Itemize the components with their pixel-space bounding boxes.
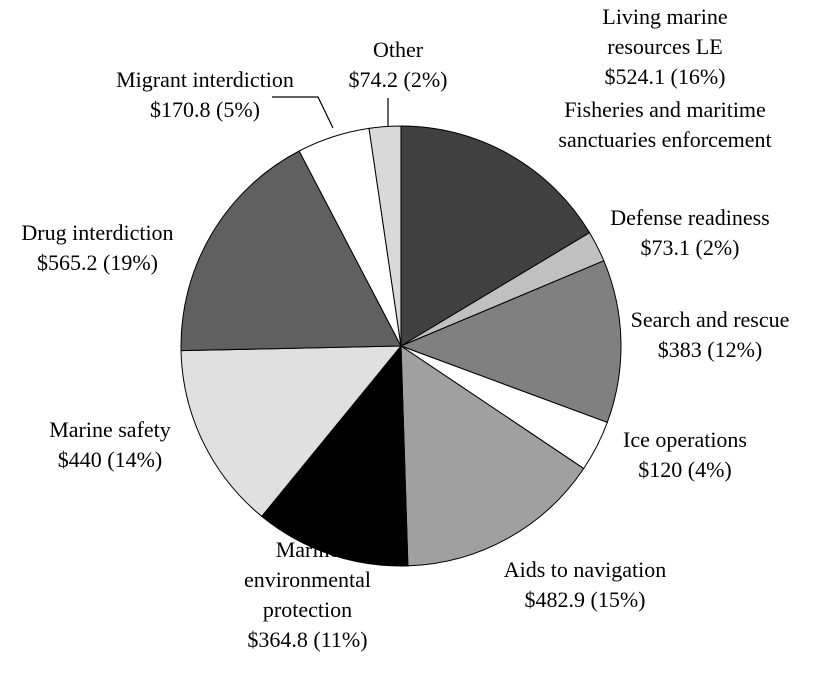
slice-label: Ice operations $120 (4%) <box>590 425 780 485</box>
category-label: Living marine resources LE <box>602 4 728 59</box>
category-label: Marine environmental protection <box>243 537 372 622</box>
slice-label: Other $74.2 (2%) <box>338 35 458 95</box>
value-label: $524.1 (16%) <box>604 64 726 89</box>
category-label: Drug interdiction <box>21 220 174 245</box>
slice-label: Drug interdiction $565.2 (19%) <box>0 218 195 278</box>
category-label: Search and rescue <box>630 307 790 332</box>
value-label: $383 (12%) <box>657 337 763 362</box>
category-label: Defense readiness <box>610 205 770 230</box>
category-label: Marine safety <box>49 417 171 442</box>
value-label: $74.2 (2%) <box>348 67 448 92</box>
slice-label: Marine safety $440 (14%) <box>20 415 200 475</box>
category-label: Aids to navigation <box>503 557 667 582</box>
pie-slice <box>180 150 402 352</box>
category-label: Ice operations <box>623 427 747 452</box>
value-label: $482.9 (15%) <box>524 587 646 612</box>
value-label: $170.8 (5%) <box>150 97 260 122</box>
slice-label: Marine environmental protection $364.8 (1… <box>235 535 380 655</box>
slice-label: Living marine resources LE $524.1 (16%) <box>560 2 770 92</box>
slice-label: Defense readiness $73.1 (2%) <box>600 203 780 263</box>
pie-slice <box>261 344 409 567</box>
category-label: Migrant interdiction <box>116 67 294 92</box>
slice-label: Search and rescue $383 (12%) <box>610 305 810 365</box>
pie-slice <box>368 125 402 347</box>
value-label: $440 (14%) <box>57 447 163 472</box>
slice-label: Migrant interdiction $170.8 (5%) <box>95 65 315 125</box>
value-label: $73.1 (2%) <box>640 235 740 260</box>
pie-slice <box>400 125 591 347</box>
value-label: $565.2 (19%) <box>37 250 158 275</box>
slice-label: Aids to navigation $482.9 (15%) <box>470 555 700 615</box>
annotation: Fisheries and maritime sanctuaries enfor… <box>558 97 772 152</box>
pie-slice <box>180 345 403 518</box>
pie-slice <box>400 345 585 567</box>
value-label: $364.8 (11%) <box>247 627 368 652</box>
pie-slice <box>399 260 622 424</box>
leader-line <box>272 96 334 129</box>
category-label: Other <box>372 37 424 62</box>
value-label: $120 (4%) <box>638 457 732 482</box>
